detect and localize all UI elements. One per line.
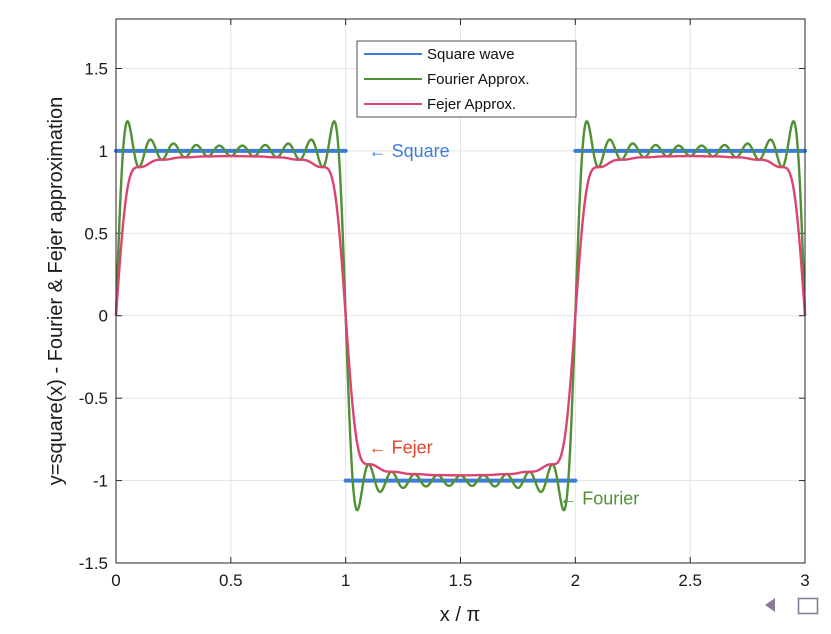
x-tick-label: 3	[800, 571, 809, 590]
annotation-label: ← Fejer	[369, 438, 433, 458]
x-tick-label: 1.5	[449, 571, 473, 590]
legend-label-square-wave: Square wave	[427, 46, 515, 63]
annotations: ← Square ← Fejer ← Fourier	[369, 141, 640, 509]
x-tick-label: 0.5	[219, 571, 243, 590]
y-tick-label: 0.5	[84, 224, 108, 243]
square-frame-icon[interactable]	[797, 597, 819, 615]
x-tick-label: 1	[341, 571, 350, 590]
y-tick-label: -0.5	[79, 389, 108, 408]
x-axis-title: x / π	[440, 604, 480, 626]
legend-label-fejer: Fejer Approx.	[427, 96, 516, 113]
annotation-label: ← Square	[369, 141, 450, 161]
y-tick-label: 0	[99, 307, 108, 326]
y-axis: -1.5 -1 -0.5 0 0.5 1 1.5	[79, 59, 805, 573]
y-tick-label: -1	[93, 472, 108, 491]
legend: Square wave Fourier Approx. Fejer Approx…	[356, 40, 577, 118]
y-tick-label: -1.5	[79, 554, 108, 573]
x-tick-label: 0	[111, 571, 120, 590]
y-tick-label: 1.5	[84, 59, 108, 78]
legend-label-fourier: Fourier Approx.	[427, 71, 530, 88]
y-tick-label: 1	[99, 142, 108, 161]
series-layer	[114, 120, 807, 512]
x-tick-label: 2.5	[678, 571, 702, 590]
x-axis: 0 0.5 1 1.5 2 2.5 3	[111, 19, 810, 590]
x-tick-label: 2	[571, 571, 580, 590]
plot-frame	[115, 18, 806, 564]
triangle-left-icon[interactable]	[763, 597, 777, 613]
y-axis-title: y=square(x) - Fourier & Fejer approximat…	[45, 97, 67, 485]
annotation-label: ← Fourier	[559, 489, 639, 509]
fejer-series-line	[114, 154, 807, 477]
